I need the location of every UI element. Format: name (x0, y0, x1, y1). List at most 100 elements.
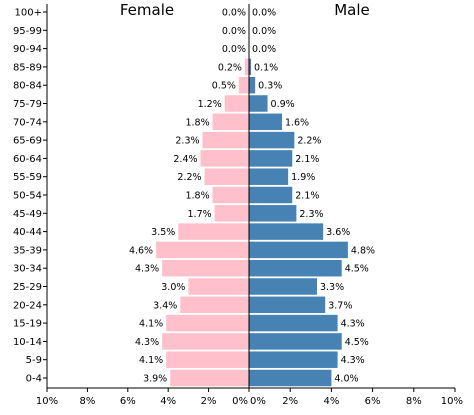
male-value-label: 0.3% (258, 81, 282, 92)
male-value-label: 0.0% (252, 26, 276, 37)
age-group-label: 85-89 (13, 62, 42, 73)
female-bar (166, 314, 249, 332)
male-value-label: 2.2% (297, 136, 321, 147)
male-bar (249, 186, 293, 204)
age-group-label: 60-64 (13, 154, 42, 165)
female-bar (200, 150, 249, 167)
age-group-label: 95-99 (13, 26, 42, 37)
age-group-label: 35-39 (13, 245, 42, 256)
female-value-label: 1.8% (185, 117, 209, 128)
female-value-label: 4.3% (135, 337, 159, 348)
male-value-label: 4.3% (341, 355, 365, 366)
male-bar (249, 76, 256, 94)
male-value-label: 4.5% (345, 337, 369, 348)
female-value-label: 3.4% (153, 300, 177, 311)
age-group-label: 20-24 (13, 300, 42, 311)
x-tick-label: 0% (250, 396, 266, 407)
x-tick-label: 2% (282, 396, 298, 407)
female-value-label: 1.7% (188, 209, 212, 220)
age-group-labels: 0-4 5-9 10-14 15-19 20-24 25-29 30-34 35-39 40-4… (13, 8, 42, 385)
male-bar (249, 278, 317, 295)
female-title: Female (120, 1, 174, 19)
x-tick-label: 10% (36, 396, 58, 407)
male-value-label: 0.1% (254, 62, 278, 73)
female-value-label: 0.0% (222, 8, 246, 19)
age-group-label: 15-19 (13, 319, 42, 330)
male-bar (249, 223, 324, 240)
male-bars (249, 58, 348, 387)
female-bar (204, 168, 249, 185)
female-bar (162, 333, 249, 350)
female-bars (156, 58, 249, 387)
female-value-label: 2.2% (177, 172, 201, 183)
male-bar (249, 351, 338, 368)
male-value-label: 1.6% (285, 117, 309, 128)
male-bar (249, 241, 348, 259)
age-group-label: 70-74 (13, 117, 42, 128)
female-bar (188, 278, 249, 295)
male-bar (249, 259, 342, 277)
female-bar (162, 259, 249, 277)
female-value-label: 4.6% (129, 245, 153, 256)
male-bar (249, 205, 297, 222)
female-bar (212, 186, 249, 204)
female-value-label: 3.9% (143, 374, 167, 385)
male-bar (249, 58, 252, 76)
female-value-label: 0.0% (222, 26, 246, 37)
female-bar (202, 131, 249, 149)
male-value-label: 2.3% (299, 209, 323, 220)
female-bar (212, 113, 249, 131)
age-group-label: 90-94 (13, 44, 42, 55)
male-bar (249, 113, 282, 131)
female-value-label: 0.2% (218, 62, 242, 73)
age-group-label: 50-54 (13, 191, 42, 202)
male-bar (249, 131, 295, 149)
male-value-label: 0.9% (271, 99, 295, 110)
male-bar (249, 314, 338, 332)
age-group-label: 5-9 (26, 355, 42, 366)
x-tick-label: 8% (406, 396, 422, 407)
female-bar (244, 58, 249, 76)
female-bar (214, 205, 249, 222)
female-bar (166, 351, 249, 368)
female-bar (156, 241, 249, 259)
male-value-label: 0.0% (252, 44, 276, 55)
female-value-label: 3.5% (151, 227, 175, 238)
female-value-label: 0.0% (222, 44, 246, 55)
male-value-label: 4.5% (345, 264, 369, 275)
female-value-label: 2.4% (173, 154, 197, 165)
age-group-label: 65-69 (13, 136, 42, 147)
x-tick-label: 10% (441, 396, 463, 407)
age-group-label: 10-14 (13, 337, 42, 348)
age-group-label: 100+ (15, 8, 42, 19)
age-group-label: 45-49 (13, 209, 42, 220)
x-tick-label: 0% (232, 396, 248, 407)
male-bar (249, 150, 293, 167)
male-value-label: 4.8% (351, 245, 375, 256)
x-tick-label: 6% (120, 396, 136, 407)
age-group-label: 30-34 (13, 264, 42, 275)
male-value-label: 0.0% (252, 8, 276, 19)
age-group-label: 75-79 (13, 99, 42, 110)
female-value-label: 4.1% (139, 355, 163, 366)
male-value-label: 4.0% (334, 374, 358, 385)
x-tick-label: 4% (323, 396, 339, 407)
male-value-label: 3.6% (326, 227, 350, 238)
male-bar (249, 95, 268, 112)
value-labels: 3.9% 4.0% 4.1% 4.3% 4.3% 4.5% 4.1% 4.3% 3.4% 3.7%… (129, 8, 375, 385)
age-group-label: 55-59 (13, 172, 42, 183)
age-group-label: 0-4 (26, 374, 42, 385)
female-bar (178, 223, 249, 240)
male-value-label: 2.1% (295, 191, 319, 202)
male-bar (249, 296, 326, 314)
female-bar (180, 296, 249, 314)
female-bar (170, 369, 249, 387)
female-value-label: 1.8% (185, 191, 209, 202)
male-bar (249, 333, 342, 350)
female-bar (224, 95, 249, 112)
male-bar (249, 369, 332, 387)
female-value-label: 4.1% (139, 319, 163, 330)
female-value-label: 2.3% (175, 136, 199, 147)
male-value-label: 4.3% (341, 319, 365, 330)
